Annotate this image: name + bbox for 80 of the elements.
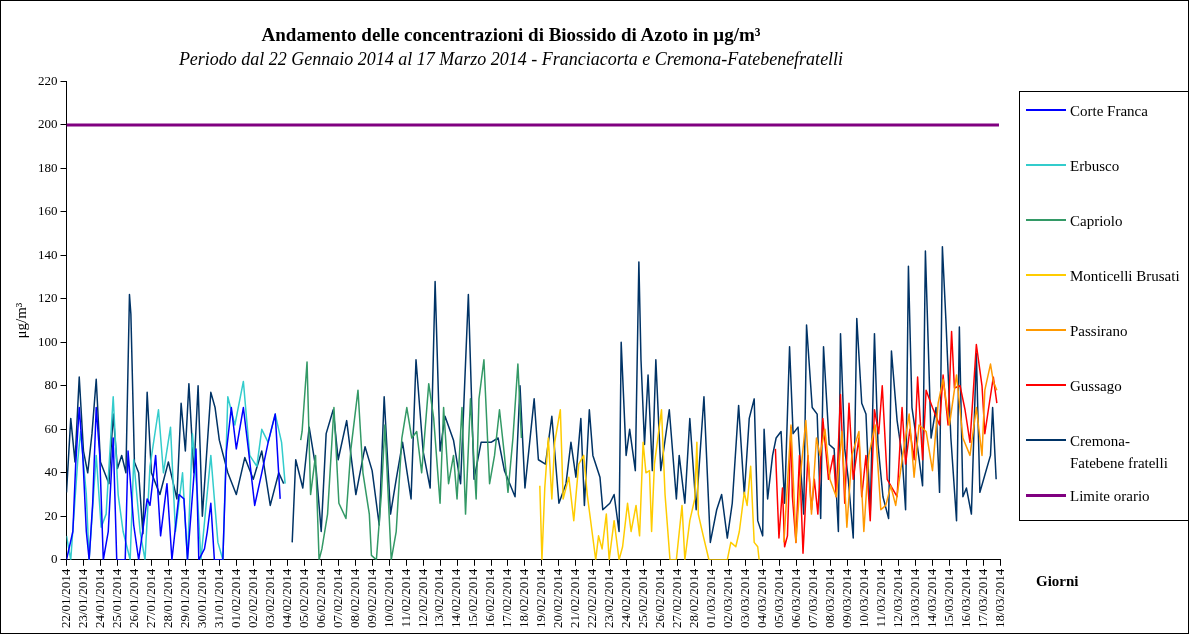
y-tick-label: 0	[51, 551, 58, 567]
x-tick-label: 09/03/2014	[839, 568, 854, 629]
x-tick-label: 06/02/2014	[312, 568, 328, 629]
y-tick-label: 200	[38, 116, 58, 132]
x-tick-label: 05/02/2014	[295, 568, 311, 629]
legend-label: Gussago	[1070, 377, 1123, 396]
x-axis-title: Giorni	[1036, 573, 1079, 590]
x-tick-label: 20/02/2014	[550, 568, 566, 629]
x-tick-label: 10/03/2014	[855, 568, 871, 629]
x-tick-label: 19/02/2014	[533, 568, 549, 629]
x-tick-label: 23/02/2014	[601, 568, 617, 629]
x-tick-label: 24/02/2014	[618, 568, 634, 629]
x-tick-label: 09/02/2014	[363, 568, 379, 629]
x-tick-label: 28/02/2014	[686, 568, 702, 629]
x-tick-label: 13/02/2014	[431, 568, 447, 629]
x-tick-label: 11/03/2014	[872, 568, 888, 628]
x-tick-label: 08/02/2014	[346, 568, 362, 629]
y-axis-title: μg/m³	[12, 302, 29, 339]
x-tick-label: 31/01/2014	[210, 568, 226, 629]
x-tick-label: 25/02/2014	[635, 568, 651, 629]
x-tick-label: 03/03/2014	[737, 568, 753, 629]
x-tick-label: 16/03/2014	[957, 568, 973, 629]
x-tick-label: 30/01/2014	[193, 568, 209, 629]
y-tick-label: 60	[44, 420, 58, 436]
legend-label: Corte Franca	[1070, 102, 1149, 121]
x-tick-label: 10/02/2014	[380, 568, 396, 629]
y-tick-label: 180	[38, 159, 58, 175]
x-tick-label: 08/03/2014	[822, 568, 838, 629]
legend-label: Passirano	[1070, 322, 1129, 341]
x-tick-label: 15/02/2014	[465, 568, 481, 629]
y-tick-label: 80	[44, 377, 58, 393]
x-tick-label: 21/02/2014	[567, 568, 583, 629]
x-tick-label: 27/01/2014	[142, 568, 158, 629]
chart-title: Andamento delle concentrazioni di Biossido di Azoto in μg/m³	[261, 24, 761, 46]
x-tick-label: 15/03/2014	[940, 568, 956, 629]
y-tick-label: 120	[38, 290, 58, 306]
x-tick-label: 01/03/2014	[703, 568, 719, 629]
x-tick-label: 26/01/2014	[125, 568, 141, 629]
x-tick-label: 16/02/2014	[482, 568, 498, 629]
x-tick-label: 17/03/2014	[974, 568, 990, 629]
y-tick-label: 40	[44, 464, 58, 480]
x-tick-label: 04/03/2014	[754, 568, 770, 629]
x-tick-label: 06/03/2014	[788, 568, 804, 629]
y-tick-label: 160	[38, 203, 58, 219]
x-tick-label: 26/02/2014	[652, 568, 668, 629]
x-tick-label: 18/02/2014	[516, 568, 532, 629]
y-tick-label: 100	[38, 333, 58, 349]
legend-label: Cremona-Fatebene fratelli	[1070, 432, 1169, 473]
x-tick-label: 14/02/2014	[448, 568, 464, 629]
x-tick-label: 24/01/2014	[91, 568, 107, 629]
legend-label: Monticelli Brusati	[1070, 267, 1181, 286]
x-tick-label: 11/02/2014	[397, 568, 413, 628]
y-tick-label: 20	[44, 507, 58, 523]
x-tick-label: 07/02/2014	[329, 568, 345, 629]
y-tick-label: 140	[38, 246, 58, 262]
x-tick-label: 03/02/2014	[261, 568, 277, 629]
x-tick-label: 12/02/2014	[414, 568, 430, 629]
x-tick-label: 14/03/2014	[923, 568, 939, 629]
x-tick-label: 02/03/2014	[720, 568, 736, 629]
x-tick-label: 23/01/2014	[74, 568, 90, 629]
chart-subtitle: Periodo dal 22 Gennaio 2014 al 17 Marzo 2014 - Franciacorta e Cremona-Fatebenefratelli	[177, 49, 844, 70]
x-tick-label: 18/03/2014	[991, 568, 1007, 629]
x-tick-label: 04/02/2014	[278, 568, 294, 629]
legend-label: Capriolo	[1070, 212, 1124, 231]
x-tick-label: 29/01/2014	[176, 568, 192, 629]
x-tick-label: 01/02/2014	[227, 568, 243, 629]
x-tick-label: 25/01/2014	[108, 568, 124, 629]
x-tick-label: 22/01/2014	[57, 568, 73, 629]
x-tick-label: 27/02/2014	[669, 568, 685, 629]
x-tick-label: 22/02/2014	[584, 568, 600, 629]
legend-label: Limite orario	[1070, 487, 1151, 506]
x-tick-label: 28/01/2014	[159, 568, 175, 629]
y-tick-label: 220	[38, 72, 58, 88]
x-tick-label: 12/03/2014	[889, 568, 905, 629]
x-tick-label: 17/02/2014	[499, 568, 515, 629]
x-tick-label: 07/03/2014	[805, 568, 821, 629]
legend-label: Erbusco	[1070, 157, 1121, 176]
x-tick-label: 05/03/2014	[771, 568, 787, 629]
x-tick-label: 13/03/2014	[906, 568, 922, 629]
x-tick-label: 02/02/2014	[244, 568, 260, 629]
